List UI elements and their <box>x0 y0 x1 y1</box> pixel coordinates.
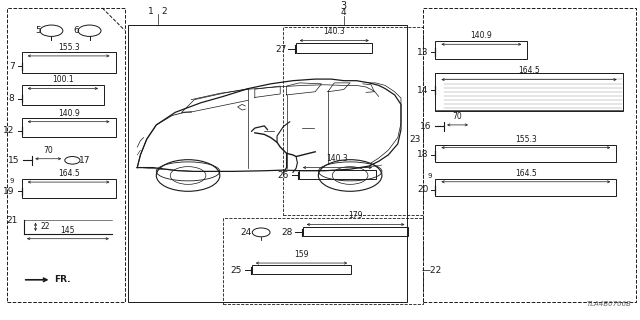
Text: 12: 12 <box>3 126 15 135</box>
Text: 28: 28 <box>282 228 293 237</box>
Text: 155.3: 155.3 <box>515 134 537 144</box>
Bar <box>22 85 104 105</box>
Text: 164.5: 164.5 <box>58 169 79 178</box>
Text: 100.1: 100.1 <box>52 76 74 84</box>
Text: 140.9: 140.9 <box>470 31 492 40</box>
Text: 27: 27 <box>275 44 287 53</box>
Bar <box>22 118 116 137</box>
Text: 164.5: 164.5 <box>515 169 537 178</box>
Text: 14: 14 <box>417 86 428 95</box>
Bar <box>303 227 408 236</box>
Text: 140.3: 140.3 <box>326 155 348 164</box>
Text: 140.9: 140.9 <box>58 108 79 117</box>
Text: FR.: FR. <box>54 275 71 284</box>
Bar <box>7 8 125 302</box>
Text: 21: 21 <box>6 216 18 225</box>
Text: 23: 23 <box>409 135 420 144</box>
Bar <box>22 179 116 198</box>
Text: 70: 70 <box>452 112 463 121</box>
Text: 70: 70 <box>44 146 53 155</box>
Text: 140.3: 140.3 <box>323 28 345 36</box>
Bar <box>252 265 351 274</box>
Text: 8: 8 <box>9 94 15 103</box>
Text: 5: 5 <box>35 26 40 35</box>
Text: 3: 3 <box>340 1 347 12</box>
Text: 17: 17 <box>79 156 90 165</box>
Text: 164.5: 164.5 <box>518 67 540 76</box>
Text: 18: 18 <box>417 150 428 159</box>
Text: 7: 7 <box>9 62 15 71</box>
Bar <box>128 25 407 302</box>
Bar <box>300 171 376 179</box>
Text: 13: 13 <box>417 48 428 57</box>
Bar <box>435 145 616 162</box>
Bar <box>423 8 636 302</box>
Text: 155.3: 155.3 <box>58 43 79 52</box>
Text: —22: —22 <box>422 266 442 275</box>
Text: 6: 6 <box>73 26 79 35</box>
Bar <box>296 44 372 53</box>
Bar <box>22 52 116 73</box>
Bar <box>284 27 423 215</box>
Text: 22: 22 <box>40 222 50 231</box>
Text: 15: 15 <box>8 156 20 165</box>
Bar <box>435 179 616 196</box>
Bar <box>223 218 423 303</box>
Bar <box>435 41 527 59</box>
Text: 2: 2 <box>161 7 167 16</box>
Text: 159: 159 <box>294 250 308 259</box>
Text: 4: 4 <box>341 8 347 17</box>
Text: 25: 25 <box>230 266 242 275</box>
Text: 9: 9 <box>428 173 433 179</box>
Text: 145: 145 <box>61 226 76 235</box>
Text: 16: 16 <box>420 122 431 131</box>
Text: 19: 19 <box>3 187 15 196</box>
Text: 26: 26 <box>277 171 289 180</box>
Bar <box>435 73 623 111</box>
Text: 179: 179 <box>348 212 363 220</box>
Text: 20: 20 <box>417 185 428 194</box>
Text: TLA4B0706B: TLA4B0706B <box>587 301 632 307</box>
Text: 1: 1 <box>148 7 154 16</box>
Text: 9: 9 <box>10 178 14 184</box>
Text: 24: 24 <box>241 228 252 237</box>
